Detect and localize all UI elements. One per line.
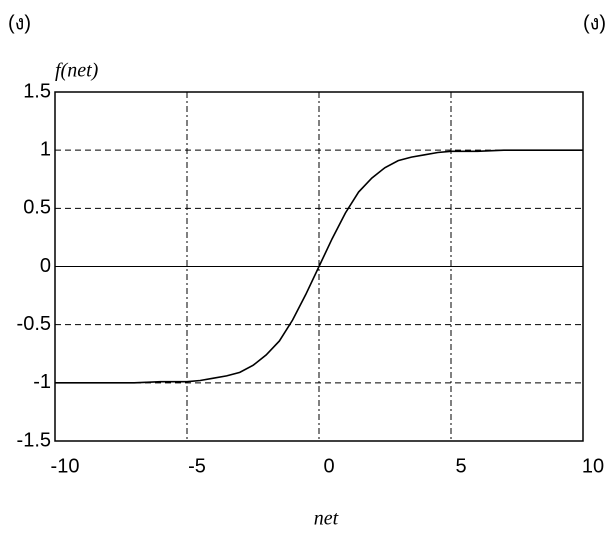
y-tick-label: 0.5 xyxy=(23,197,51,219)
y-axis-label: f(net) xyxy=(55,60,99,82)
x-tick-label: -5 xyxy=(188,455,206,477)
x-axis-label: net xyxy=(314,508,339,530)
annotation: (ง) xyxy=(583,12,606,34)
y-tick-label: -1 xyxy=(33,371,51,393)
x-tick-label: 5 xyxy=(455,455,466,477)
y-tick-label: 1 xyxy=(40,138,51,160)
y-tick-label: -0.5 xyxy=(17,313,51,335)
line xyxy=(55,149,583,384)
annotation: (ง) xyxy=(8,12,31,34)
x-tick-label: 10 xyxy=(582,455,604,477)
x-tick-label: 0 xyxy=(323,455,334,477)
y-tick-label: 1.5 xyxy=(23,80,51,102)
x-tick-label: -10 xyxy=(51,455,80,477)
y-tick-label: -1.5 xyxy=(17,429,51,451)
y-tick-label: 0 xyxy=(40,255,51,277)
plot-frame xyxy=(54,91,584,442)
